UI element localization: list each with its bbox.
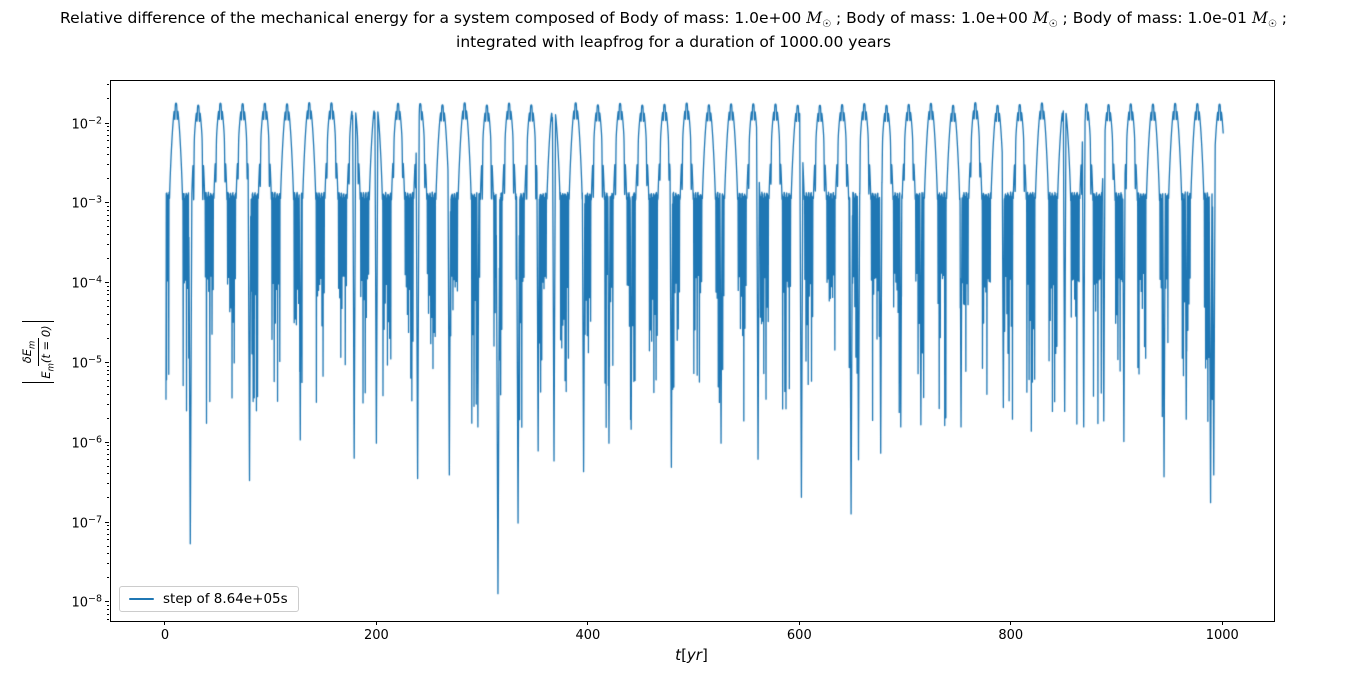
energy-error-curve — [111, 81, 1274, 621]
y-minor-tick-mark — [106, 553, 109, 555]
y-minor-tick-mark — [106, 369, 109, 371]
chart-title-line1: Relative difference of the mechanical en… — [60, 9, 1287, 31]
plot-area: step of 8.64e+05s — [110, 80, 1275, 622]
y-minor-tick-mark — [106, 134, 109, 136]
y-tick-mark — [105, 122, 109, 124]
y-minor-tick-mark — [106, 459, 109, 461]
x-tick-mark — [1010, 621, 1012, 625]
x-tick-label: 0 — [160, 628, 170, 643]
ylabel-fraction: δEm Em(t = 0) — [19, 325, 57, 379]
y-minor-tick-mark — [106, 214, 109, 216]
y-minor-tick-mark — [106, 577, 109, 579]
x-tick-label: 400 — [575, 628, 601, 643]
y-minor-tick-mark — [106, 417, 109, 419]
legend-line-sample — [129, 597, 154, 601]
y-minor-tick-mark — [106, 539, 109, 541]
y-minor-tick-mark — [106, 205, 109, 207]
y-minor-tick-mark — [106, 140, 109, 142]
ylabel-denominator: Em(t = 0) — [38, 325, 56, 379]
y-minor-tick-mark — [106, 178, 109, 180]
y-minor-tick-mark — [106, 619, 109, 620]
y-tick-label: 10−6 — [71, 434, 102, 452]
y-minor-tick-mark — [106, 313, 109, 315]
y-minor-tick-mark — [106, 393, 109, 395]
y-tick-mark — [105, 202, 109, 204]
y-minor-tick-mark — [106, 545, 109, 547]
x-tick-mark — [1221, 621, 1223, 625]
ylabel-numerator: δEm — [19, 337, 39, 367]
y-minor-tick-mark — [106, 299, 109, 301]
y-minor-tick-mark — [106, 294, 109, 296]
y-tick-mark — [105, 521, 109, 523]
y-tick-label: 10−8 — [71, 593, 102, 611]
y-minor-tick-mark — [106, 234, 109, 236]
y-tick-label: 10−4 — [71, 274, 102, 292]
y-minor-tick-mark — [106, 454, 109, 456]
x-axis-label: t[yr] — [675, 646, 708, 664]
y-minor-tick-mark — [106, 146, 109, 148]
y-minor-tick-mark — [106, 154, 109, 156]
x-tick-label: 200 — [364, 628, 389, 643]
y-minor-tick-mark — [106, 445, 109, 447]
y-minor-tick-mark — [106, 126, 109, 128]
y-minor-tick-mark — [106, 226, 109, 228]
y-tick-label: 10−3 — [71, 194, 102, 212]
y-tick-mark — [105, 601, 109, 603]
legend: step of 8.64e+05s — [119, 586, 299, 612]
y-minor-tick-mark — [106, 533, 109, 535]
chart-title-line2: integrated with leapfrog for a duration … — [456, 33, 891, 51]
y-tick-label: 10−2 — [71, 114, 102, 133]
y-minor-tick-mark — [106, 613, 109, 615]
y-minor-tick-mark — [106, 497, 109, 499]
x-tick-label: 1000 — [1205, 628, 1239, 643]
y-tick-label: 10−7 — [71, 513, 102, 532]
y-minor-tick-mark — [106, 306, 109, 308]
y-minor-tick-mark — [106, 563, 109, 565]
y-minor-tick-mark — [106, 210, 109, 212]
legend-label: step of 8.64e+05s — [163, 591, 288, 607]
y-minor-tick-mark — [106, 379, 109, 381]
y-minor-tick-mark — [106, 220, 109, 221]
y-minor-tick-mark — [106, 337, 109, 339]
right-abs-bar — [22, 321, 54, 323]
y-minor-tick-mark — [106, 403, 109, 405]
y-minor-tick-mark — [106, 289, 109, 291]
x-tick-mark — [164, 621, 166, 625]
y-minor-tick-mark — [106, 473, 109, 475]
y-minor-tick-mark — [106, 323, 109, 325]
y-minor-tick-mark — [106, 525, 109, 527]
y-minor-tick-mark — [106, 609, 109, 611]
y-minor-tick-mark — [106, 483, 109, 485]
x-tick-label: 600 — [786, 628, 812, 643]
x-tick-mark — [587, 621, 589, 625]
y-minor-tick-mark — [106, 374, 109, 376]
left-abs-bar — [22, 381, 54, 383]
y-minor-tick-mark — [106, 84, 109, 86]
y-tick-label: 10−5 — [71, 354, 102, 372]
y-minor-tick-mark — [106, 130, 109, 132]
y-tick-mark — [105, 361, 109, 363]
y-minor-tick-mark — [106, 258, 109, 260]
y-minor-tick-mark — [106, 285, 109, 287]
y-minor-tick-mark — [106, 604, 109, 606]
y-minor-tick-mark — [106, 244, 109, 246]
x-tick-mark — [375, 621, 377, 625]
y-minor-tick-mark — [106, 164, 109, 166]
x-tick-mark — [798, 621, 800, 625]
y-minor-tick-mark — [106, 449, 109, 451]
y-minor-tick-mark — [106, 365, 109, 367]
y-minor-tick-mark — [106, 465, 109, 467]
y-axis-label: δEm Em(t = 0) — [0, 313, 75, 391]
y-minor-tick-mark — [106, 385, 109, 387]
x-tick-label: 800 — [998, 628, 1024, 643]
y-minor-tick-mark — [106, 529, 109, 531]
y-minor-tick-mark — [106, 98, 109, 100]
y-tick-mark — [105, 441, 109, 443]
y-tick-mark — [105, 282, 109, 284]
